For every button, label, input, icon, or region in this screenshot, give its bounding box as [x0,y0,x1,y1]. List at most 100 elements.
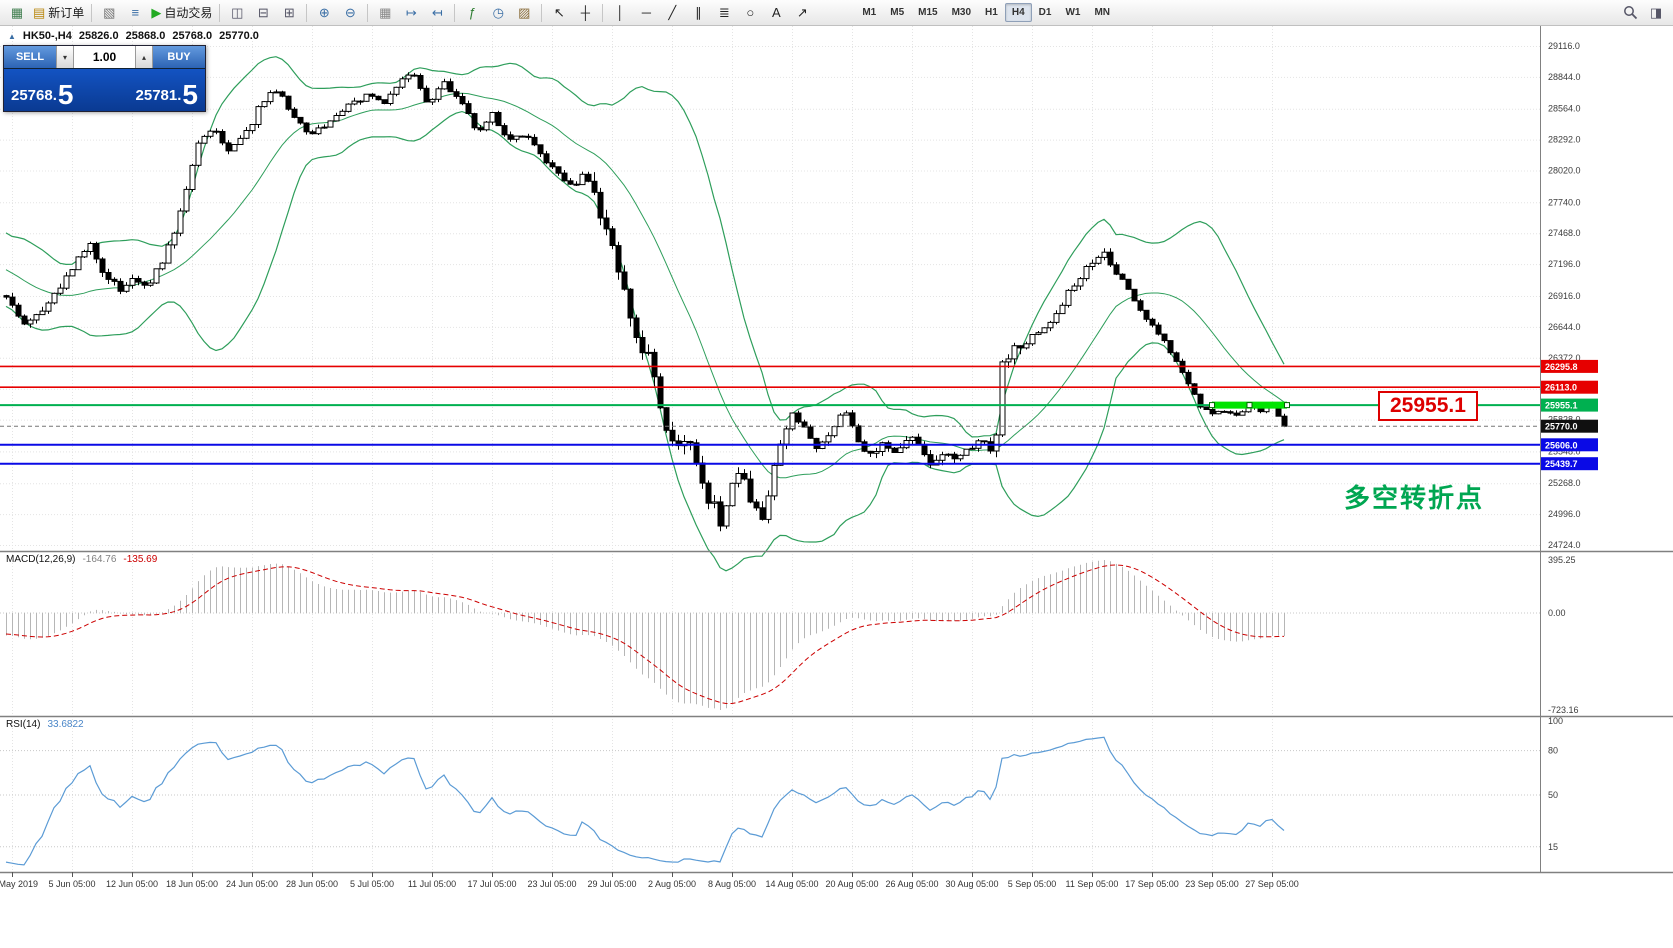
templates-icon-button[interactable]: ▨ [511,2,537,24]
candle-bearish [753,501,760,509]
candle-bearish [135,278,142,283]
time-axis-label: 17 Jul 05:00 [467,879,516,889]
price-level-tag [1541,380,1598,394]
candle-bullish [873,451,880,454]
candle-bullish [765,495,772,520]
toolbar-separator [306,3,308,22]
toolbar-right-icons: ◨ [1617,2,1669,24]
timeframe-d1[interactable]: D1 [1038,7,1052,18]
horizontal-line-icon-button[interactable]: ─ [633,2,659,24]
candle-bullish [33,314,40,321]
sell-button[interactable]: SELL [4,46,56,68]
volume-input[interactable]: 1.00 [74,46,135,68]
zoom-in-icon-button[interactable]: ⊕ [311,2,337,24]
buy-price[interactable]: 25781. 5 [136,81,198,109]
channel-icon-button[interactable]: ∥ [685,2,711,24]
time-axis-label: 24 Jun 05:00 [226,879,278,889]
autotrading-icon: ▶ [151,4,162,20]
chart-window: 29116.0 28844.0 28564.0 28292.0 28020.0 27740… [0,26,1673,948]
volume-increase-button[interactable]: ▴ [135,46,153,68]
fibonacci-icon-button[interactable]: ≣ [711,2,737,24]
candle-bearish [1155,324,1162,335]
text-icon-button[interactable]: A [763,2,789,24]
crosshair-icon: ┼ [580,5,590,20]
price-scale-label: 27740.0 [1548,197,1581,207]
timeframe-h4[interactable]: H4 [1004,3,1032,22]
candle-bullish [825,435,832,443]
object-handle[interactable] [1284,402,1290,409]
time-axis-label: 11 Jul 05:00 [408,879,456,889]
new-chart-icon-button[interactable]: ▦ [4,2,30,24]
current-price-tag [1541,419,1598,433]
market-watch-icon-button[interactable]: ≡ [122,2,148,24]
sell-price[interactable]: 25768. 5 [11,81,73,109]
candle-bearish [633,317,640,338]
timeframe-h1[interactable]: H1 [985,7,998,18]
window-vertical-icon: ⊞ [283,4,295,20]
panels-button[interactable]: ◨ [1643,2,1669,24]
candle-bearish [501,125,508,136]
chart-shift-icon-button[interactable]: ↤ [424,2,450,24]
candle-bullish [723,505,730,527]
timeframe-m1[interactable]: M1 [862,7,877,18]
arrows-icon-button[interactable]: ↗ [789,2,815,24]
volume-decrease-button[interactable]: ▾ [56,46,74,68]
timeframe-m15[interactable]: M15 [918,7,938,18]
candle-bearish [1125,278,1132,290]
chart-canvas[interactable]: 29116.0 28844.0 28564.0 28292.0 28020.0 27740… [0,26,1673,948]
candle-bearish [549,162,556,168]
autotrading-button[interactable]: ▶ 自动交易 [148,2,215,24]
rsi-header: RSI(14) 33.6822 [6,719,84,730]
candle-bullish [429,98,436,103]
candle-bullish [249,124,256,132]
object-handle[interactable] [1209,402,1215,409]
candle-bullish [1095,256,1102,264]
price-scale-label: 26644.0 [1548,322,1581,332]
new-order-button[interactable]: ▤ 新订单 [30,2,87,24]
time-axis-label: 11 Sep 05:00 [1066,879,1119,889]
macd-scale-zero: 0.00 [1548,608,1566,618]
search-button[interactable] [1617,2,1643,24]
candle-bearish [1137,300,1144,311]
panels-icon: ◨ [1649,4,1663,20]
tile-windows-icon-button[interactable]: ◫ [224,2,250,24]
candle-bearish [495,112,502,127]
annotation-text[interactable]: 多空转折点 [1344,483,1485,513]
buy-button[interactable]: BUY [153,46,205,68]
candle-bearish [987,441,994,452]
candle-bullish [255,106,262,125]
new-order-icon: ▤ [33,4,46,20]
candle-bullish [1005,358,1012,363]
zoom-out-icon: ⊖ [344,4,356,20]
tile-windows-icon: ◫ [231,4,244,20]
timeframe-w1[interactable]: W1 [1065,7,1081,18]
candle-bullish [999,361,1006,436]
object-handle[interactable] [1246,402,1253,409]
time-axis-label: 5 Sep 05:00 [1008,879,1057,889]
grid-icon-button[interactable]: ▦ [372,2,398,24]
time-axis-label: 8 Aug 05:00 [708,879,756,889]
timeframe-mn[interactable]: MN [1094,7,1110,18]
indicators-icon-button[interactable]: ƒ [459,2,485,24]
crosshair-icon-button[interactable]: ┼ [572,2,598,24]
candle-bearish [1167,340,1174,354]
window-vertical-icon-button[interactable]: ⊞ [276,2,302,24]
periods-icon-button[interactable]: ◷ [485,2,511,24]
candle-bearish [801,421,808,428]
candle-bearish [585,173,592,182]
bollinger-band [5,56,1285,438]
candle-bearish [291,108,298,118]
auto-scroll-icon-button[interactable]: ↦ [398,2,424,24]
new-order-label: 新订单 [48,6,85,20]
timeframe-m30[interactable]: M30 [951,7,972,18]
shapes-icon-button[interactable]: ○ [737,2,763,24]
trendline-icon-button[interactable]: ╱ [659,2,685,24]
cursor-icon-button[interactable]: ↖ [546,2,572,24]
zoom-out-icon-button[interactable]: ⊖ [337,2,363,24]
window-horizontal-icon-button[interactable]: ⊟ [250,2,276,24]
time-axis-label: 18 Jun 05:00 [166,879,218,889]
timeframe-m5[interactable]: M5 [890,7,905,18]
profiles-icon-button[interactable]: ▧ [96,2,122,24]
vertical-line-icon-button[interactable]: │ [607,2,633,24]
price-callout[interactable]: 25955.1 [1378,391,1478,421]
